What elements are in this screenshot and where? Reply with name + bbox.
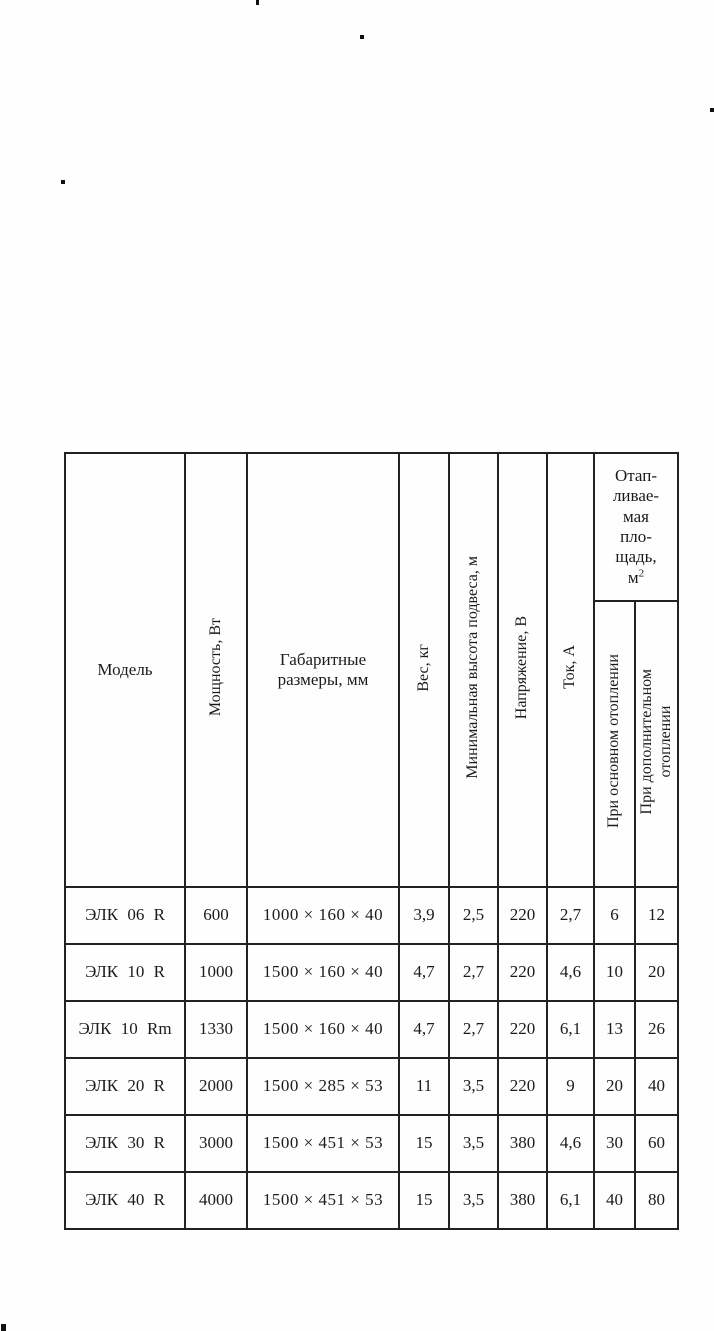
scan-speck — [1, 1324, 6, 1331]
col-header-min-height: Минимальная высота подвеса, м — [448, 452, 499, 888]
cell-dimensions: 1500 × 160 × 40 — [246, 1000, 400, 1059]
group-label-line: Отап- — [615, 465, 657, 485]
table-row: ЭЛК 10 Rm 1330 1500 × 160 × 40 4,7 2,7 2… — [64, 1000, 680, 1059]
cell-voltage: 220 — [497, 943, 548, 1002]
cell-model: ЭЛК 10 Rm — [64, 1000, 186, 1059]
scan-speck — [61, 180, 65, 184]
cell-voltage: 220 — [497, 1000, 548, 1059]
group-label-unit: м2 — [627, 567, 645, 587]
cell-weight: 4,7 — [398, 1000, 450, 1059]
cell-voltage: 220 — [497, 886, 548, 945]
cell-current: 4,6 — [546, 1114, 595, 1173]
cell-area-additional: 40 — [633, 1057, 680, 1116]
cell-current: 6,1 — [546, 1000, 595, 1059]
vertical-label: Мощность, Вт — [206, 618, 224, 717]
cell-power: 1330 — [184, 1000, 248, 1059]
header-row-top: Модель Мощность, Вт Габаритные размеры, … — [64, 452, 680, 888]
group-label-line: ливае- — [612, 486, 660, 506]
cell-power: 2000 — [184, 1057, 248, 1116]
cell-dimensions: 1500 × 451 × 53 — [246, 1114, 400, 1173]
cell-weight: 3,9 — [398, 886, 450, 945]
col-header-power: Мощность, Вт — [184, 452, 248, 888]
cell-dimensions: 1500 × 451 × 53 — [246, 1171, 400, 1230]
cell-voltage: 220 — [497, 1057, 548, 1116]
cell-area-main: 30 — [593, 1114, 636, 1173]
cell-current: 2,7 — [546, 886, 595, 945]
scan-speck — [256, 0, 259, 5]
scan-speck — [360, 35, 364, 39]
cell-weight: 11 — [398, 1057, 450, 1116]
table-row: ЭЛК 06 R 600 1000 × 160 × 40 3,9 2,5 220… — [64, 886, 680, 945]
cell-weight: 4,7 — [398, 943, 450, 1002]
cell-min-height: 3,5 — [448, 1114, 499, 1173]
cell-voltage: 380 — [497, 1171, 548, 1230]
col-header-voltage: Напряжение, В — [497, 452, 548, 888]
vertical-label: При основном отоплении — [605, 654, 623, 829]
cell-area-main: 13 — [593, 1000, 636, 1059]
cell-min-height: 2,5 — [448, 886, 499, 945]
cell-weight: 15 — [398, 1171, 450, 1230]
vertical-label: При дополнительном отоплении — [637, 668, 674, 815]
header-row-sub: При основном отоплении При дополнительно… — [65, 600, 680, 888]
cell-model: ЭЛК 20 R — [64, 1057, 186, 1116]
cell-dimensions: 1000 × 160 × 40 — [246, 886, 400, 945]
cell-current: 6,1 — [546, 1171, 595, 1230]
cell-power: 600 — [184, 886, 248, 945]
vertical-label: Минимальная высота подвеса, м — [464, 555, 482, 779]
col-header-area-additional: При дополнительном отоплении — [633, 600, 680, 888]
col-header-model: Модель — [64, 452, 186, 888]
col-header-area-main: При основном отоплении — [593, 600, 636, 888]
cell-dimensions: 1500 × 160 × 40 — [246, 943, 400, 1002]
cell-area-additional: 12 — [633, 886, 680, 945]
col-header-heated-area-group: Отап- ливае- мая пло- щадь, м2 — [592, 452, 680, 602]
table-row: ЭЛК 30 R 3000 1500 × 451 × 53 15 3,5 380… — [64, 1114, 680, 1173]
cell-power: 4000 — [184, 1171, 248, 1230]
cell-model: ЭЛК 40 R — [64, 1171, 186, 1230]
cell-weight: 15 — [398, 1114, 450, 1173]
cell-area-main: 40 — [593, 1171, 636, 1230]
group-label-line: мая — [623, 506, 650, 526]
cell-model: ЭЛК 30 R — [64, 1114, 186, 1173]
cell-area-additional: 80 — [633, 1171, 680, 1230]
cell-min-height: 3,5 — [448, 1171, 499, 1230]
specs-table: Модель Мощность, Вт Габаритные размеры, … — [64, 452, 680, 1230]
col-header-dimensions: Габаритные размеры, мм — [246, 452, 400, 888]
vertical-label: Ток, А — [561, 645, 579, 690]
cell-power: 3000 — [184, 1114, 248, 1173]
cell-area-additional: 20 — [633, 943, 680, 1002]
cell-area-main: 10 — [593, 943, 636, 1002]
cell-model: ЭЛК 10 R — [64, 943, 186, 1002]
cell-current: 9 — [546, 1057, 595, 1116]
cell-current: 4,6 — [546, 943, 595, 1002]
cell-area-additional: 26 — [633, 1000, 680, 1059]
scan-speck — [710, 108, 714, 112]
table-row: ЭЛК 20 R 2000 1500 × 285 × 53 11 3,5 220… — [64, 1057, 680, 1116]
cell-area-main: 6 — [593, 886, 636, 945]
cell-model: ЭЛК 06 R — [64, 886, 186, 945]
table-row: ЭЛК 40 R 4000 1500 × 451 × 53 15 3,5 380… — [64, 1171, 680, 1230]
cell-voltage: 380 — [497, 1114, 548, 1173]
group-label-line: щадь, — [615, 547, 657, 567]
cell-dimensions: 1500 × 285 × 53 — [246, 1057, 400, 1116]
table-row: ЭЛК 10 R 1000 1500 × 160 × 40 4,7 2,7 22… — [64, 943, 680, 1002]
cell-min-height: 2,7 — [448, 1000, 499, 1059]
cell-min-height: 3,5 — [448, 1057, 499, 1116]
cell-power: 1000 — [184, 943, 248, 1002]
cell-min-height: 2,7 — [448, 943, 499, 1002]
group-label-line: пло- — [620, 527, 652, 546]
cell-area-additional: 60 — [633, 1114, 680, 1173]
vertical-label: Напряжение, В — [513, 615, 531, 719]
vertical-label: Вес, кг — [414, 643, 432, 692]
col-header-weight: Вес, кг — [398, 452, 450, 888]
cell-area-main: 20 — [593, 1057, 636, 1116]
col-header-current: Ток, А — [546, 452, 595, 888]
